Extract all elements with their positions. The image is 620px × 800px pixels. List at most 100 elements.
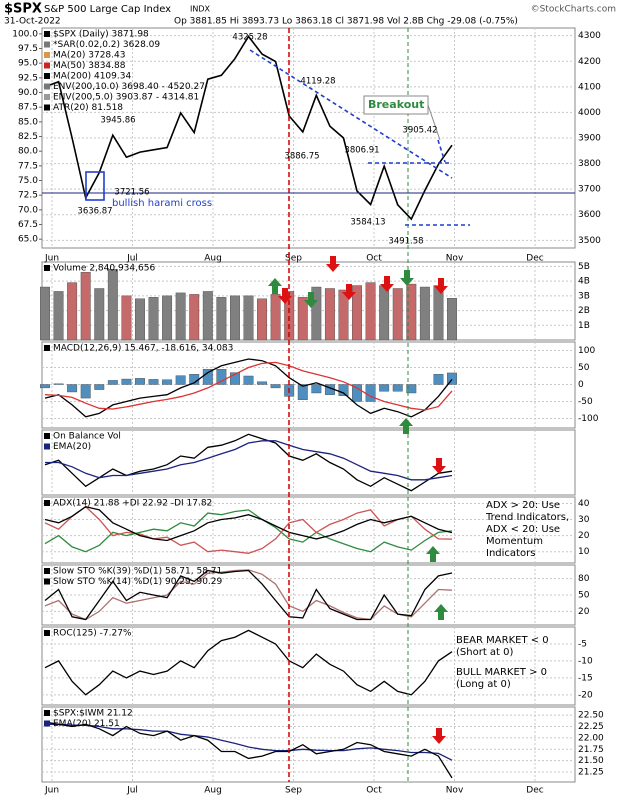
legend-label: ROC(125) -7.27% (53, 629, 132, 639)
bar (67, 282, 78, 341)
bar (53, 291, 64, 341)
bar (202, 291, 213, 341)
bar (419, 286, 430, 341)
price-label: 3636.87 (77, 207, 112, 217)
date: 31-Oct-2022 (4, 17, 61, 27)
legend-swatch (44, 500, 50, 506)
legend-swatch (44, 443, 50, 450)
y2-tick-label: 82.5 (18, 132, 38, 142)
y2-tick-label: 85.0 (18, 117, 38, 127)
bar (338, 384, 349, 396)
bar (40, 384, 50, 389)
bar (243, 295, 254, 341)
x-tick-label: Nov (446, 254, 464, 264)
x-tick-label: Sep (285, 786, 302, 796)
breakout-line (437, 139, 446, 163)
bar (406, 283, 417, 341)
price-label: 3806.91 (344, 146, 379, 156)
x-tick-label: Jul (126, 786, 138, 796)
note: BULL MARKET > 0 (456, 667, 547, 678)
y-tick-label: 22.50 (578, 711, 604, 721)
bar (148, 379, 159, 385)
series-line (44, 629, 453, 696)
arrow-up (399, 418, 413, 434)
y-tick-label: 4100 (578, 82, 601, 92)
legend-label: MA(20) 3728.43 (53, 51, 125, 61)
y-tick-label: 5B (578, 262, 590, 272)
bar (107, 269, 118, 341)
bar (324, 288, 335, 341)
bar (94, 288, 105, 341)
bar (107, 380, 118, 385)
y2-tick-label: 97.5 (18, 44, 38, 54)
y2-tick-label: 95.0 (18, 59, 38, 69)
bar (94, 384, 105, 390)
price-label: 3905.42 (402, 126, 437, 136)
bar (175, 292, 186, 341)
arrow-down (380, 276, 394, 292)
arrow-down (432, 458, 446, 474)
y2-tick-label: 80.0 (18, 147, 38, 157)
y-tick-label: -100 (578, 414, 599, 424)
arrow-up (426, 546, 440, 562)
legend-label: On Balance Vol (53, 432, 121, 442)
legend-swatch (44, 710, 50, 716)
bar (135, 378, 145, 385)
bar (392, 384, 403, 392)
breakout-pointer (427, 104, 441, 141)
legend-swatch (44, 62, 50, 69)
legend-swatch (44, 31, 50, 37)
legend-swatch (44, 568, 50, 574)
legend-label: ATR(20) 81.518 (53, 103, 123, 113)
series-line (45, 723, 453, 761)
panel-frame (41, 706, 576, 783)
y-tick-label: 3900 (578, 134, 601, 144)
y-tick-label: 22.00 (578, 733, 604, 743)
bar (257, 381, 268, 385)
arrow-down (434, 278, 448, 294)
series-line (44, 569, 453, 621)
y2-tick-label: 77.5 (18, 161, 38, 171)
legend-label: $SPX (Daily) 3871.98 (53, 30, 149, 40)
x-tick-label: Aug (204, 786, 222, 796)
y-tick-label: 4300 (578, 31, 601, 41)
y-tick-label: 3B (578, 291, 590, 301)
y2-tick-label: 65.0 (18, 235, 38, 245)
y-tick-label: 50 (578, 363, 590, 373)
series-line (44, 433, 453, 492)
bar (80, 272, 91, 341)
x-tick-label: Sep (285, 254, 302, 264)
y-tick-label: 4200 (578, 57, 601, 67)
arrow-down (326, 256, 340, 272)
y-tick-label: 4000 (578, 108, 601, 118)
y2-tick-label: 72.5 (18, 191, 38, 201)
y-tick-label: 3500 (578, 236, 601, 246)
series-line (44, 509, 453, 553)
y-tick-label: -15 (578, 673, 593, 683)
bar (229, 372, 240, 385)
y-tick-label: 22.25 (578, 722, 604, 732)
y-tick-label: 3800 (578, 159, 601, 169)
price-label: 4119.28 (300, 77, 335, 87)
bar (365, 384, 376, 402)
x-tick-label: Oct (366, 786, 382, 796)
x-tick-label: Jun (44, 786, 59, 796)
y-tick-label: -5 (578, 639, 587, 649)
bar (311, 286, 322, 341)
note: Momentum (486, 536, 543, 547)
legend-label: Volume 2,840,934,656 (53, 264, 155, 274)
series-line (44, 505, 453, 554)
series-line (44, 721, 453, 779)
y-tick-label: 21.75 (578, 745, 604, 755)
legend-label: *SAR(0.02,0.2) 3628.09 (53, 40, 160, 50)
bar (148, 297, 159, 341)
arrow-up (434, 604, 448, 620)
y2-tick-label: 70.0 (18, 205, 38, 215)
pattern-label: bullish harami cross (112, 198, 212, 209)
y-tick-label: 2B (578, 306, 590, 316)
price-label: 3945.86 (100, 116, 135, 126)
index-name: S&P 500 Large Cap Index (44, 4, 171, 15)
credit: ©StockCharts.com (531, 5, 616, 15)
bar (270, 294, 281, 341)
